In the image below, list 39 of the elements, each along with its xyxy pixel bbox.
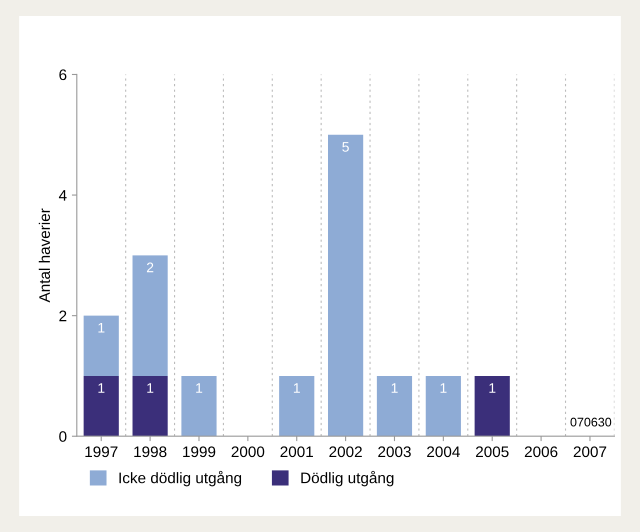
x-tick-label: 2004 xyxy=(427,446,460,458)
legend-label: Dödlig utgång xyxy=(301,470,394,486)
bar xyxy=(84,316,119,376)
y-tick-label: 0 xyxy=(59,431,66,442)
data-label: 5 xyxy=(342,142,349,152)
bar xyxy=(181,376,217,436)
data-label: 1 xyxy=(294,383,300,393)
data-label: 1 xyxy=(196,383,202,393)
y-tick-label: 2 xyxy=(59,310,66,322)
bar xyxy=(84,376,119,436)
x-tick-label: 2007 xyxy=(574,446,606,458)
data-label: 1 xyxy=(98,322,104,333)
bar xyxy=(279,376,314,436)
x-tick-label: 2006 xyxy=(524,446,558,458)
x-tick-label: 2002 xyxy=(329,446,362,458)
data-label: 2 xyxy=(146,262,154,272)
legend-label: Icke dödlig utgång xyxy=(119,470,242,486)
bar xyxy=(376,376,412,436)
x-tick-label: 2000 xyxy=(232,446,264,458)
annotation: 070630 xyxy=(570,418,612,427)
x-tick-label: 1997 xyxy=(85,446,118,458)
data-label: 1 xyxy=(489,383,496,393)
bar xyxy=(426,376,461,436)
x-tick-label: 2005 xyxy=(476,446,509,458)
data-label: 1 xyxy=(392,383,398,393)
data-label: 1 xyxy=(147,383,154,393)
bar xyxy=(132,376,168,436)
y-tick-label: 6 xyxy=(59,69,66,80)
x-tick-label: 2001 xyxy=(280,446,313,458)
bar xyxy=(328,134,364,436)
bar xyxy=(474,376,510,436)
x-tick-label: 2003 xyxy=(378,446,411,458)
y-tick-label: 4 xyxy=(58,190,67,201)
x-tick-label: 1998 xyxy=(134,446,166,458)
y-axis-title: Antal haverier xyxy=(38,208,50,302)
data-label: 1 xyxy=(98,383,104,393)
data-label: 1 xyxy=(440,383,447,393)
x-tick-label: 1999 xyxy=(183,446,216,458)
bar xyxy=(132,255,168,376)
